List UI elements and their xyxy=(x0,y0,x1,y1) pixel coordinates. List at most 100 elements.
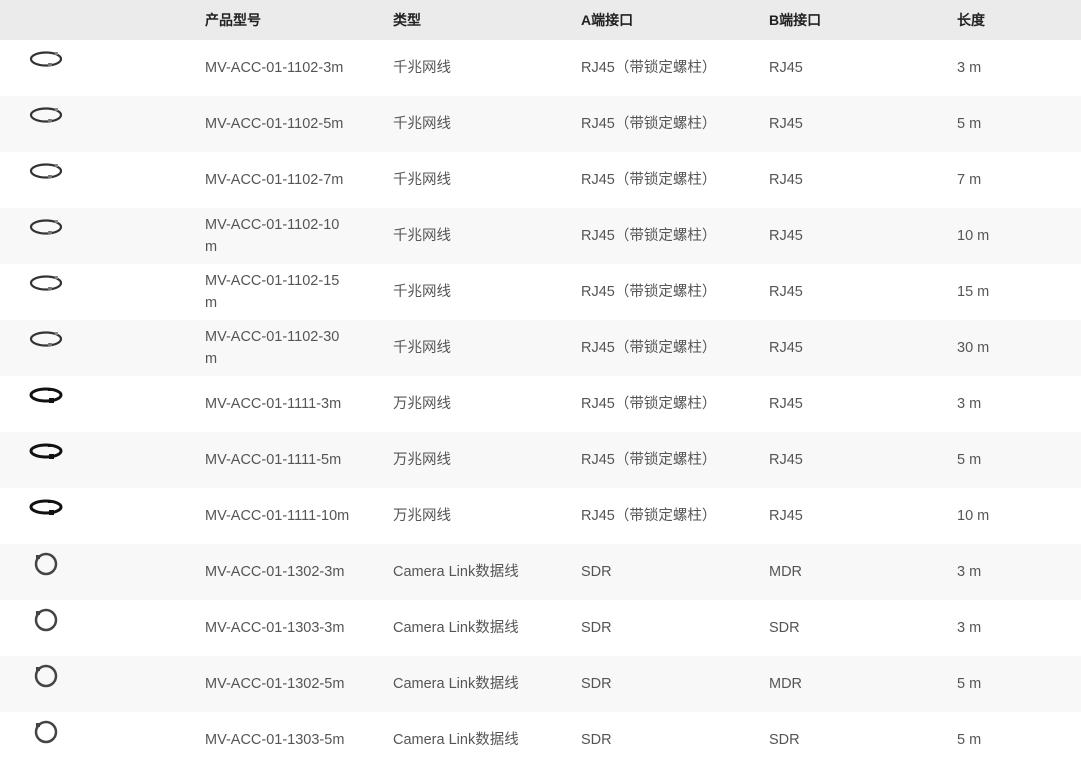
b-port-cell: RJ45 xyxy=(769,432,957,488)
type-cell: Camera Link数据线 xyxy=(393,732,519,748)
type-cell: 千兆网线 xyxy=(393,60,451,76)
length-cell: 7 m xyxy=(957,172,982,188)
length-cell: 5 m xyxy=(957,432,1081,488)
header-image xyxy=(0,0,205,40)
table-row: MV-ACC-01-1302-3m Camera Link数据线 SDR MDR 3 m xyxy=(0,544,1081,600)
model-cell: MV-ACC-01-1302-5m xyxy=(205,656,393,712)
model-text: MV-ACC-01-1302-3m xyxy=(205,564,345,580)
model-cell: MV-ACC-01-1303-3m xyxy=(205,600,393,656)
table-row: MV-ACC-01-1111-3m 万兆网线 RJ45（带锁定螺柱） RJ45 3 m xyxy=(0,376,1081,432)
model-cell: MV-ACC-01-1102-3m xyxy=(205,40,393,96)
product-image-cell xyxy=(0,600,205,656)
b-port-cell: RJ45 xyxy=(769,96,957,152)
length-cell: 15 m xyxy=(957,284,990,300)
header-model: 产品型号 xyxy=(205,0,393,40)
a-port-cell: RJ45（带锁定螺柱） xyxy=(581,432,769,488)
b-port-cell: RJ45 xyxy=(769,396,803,412)
b-port-cell: SDR xyxy=(769,732,800,748)
table-row: MV-ACC-01-1111-10m 万兆网线 RJ45（带锁定螺柱） RJ45 10 … xyxy=(0,488,1081,544)
length-cell: 5 m xyxy=(957,732,982,748)
model-cell: MV-ACC-01-1102-30m xyxy=(205,320,393,376)
product-image-cell xyxy=(0,376,205,432)
a-port-cell: RJ45（带锁定螺柱） xyxy=(581,96,769,152)
product-image-cell xyxy=(0,488,205,544)
length-cell: 3 m xyxy=(957,620,982,636)
a-port-cell: SDR xyxy=(581,732,612,748)
length-cell: 3 m xyxy=(957,60,982,76)
10g-ethernet-cable-icon xyxy=(28,385,205,414)
table-row: MV-ACC-01-1102-7m 千兆网线 RJ45（带锁定螺柱） RJ45 7 m xyxy=(0,152,1081,208)
table-row: MV-ACC-01-1303-3m Camera Link数据线 SDR SDR 3 m xyxy=(0,600,1081,656)
a-port-cell: RJ45（带锁定螺柱） xyxy=(581,172,717,188)
type-cell: 千兆网线 xyxy=(393,284,451,300)
b-port-cell: MDR xyxy=(769,656,957,712)
camera-link-cable-icon xyxy=(28,719,205,752)
product-image-cell xyxy=(0,432,205,488)
header-row: 产品型号 类型 A端接口 B端接口 长度 xyxy=(0,0,1081,40)
camera-link-cable-icon xyxy=(28,663,205,696)
type-cell: 万兆网线 xyxy=(393,432,581,488)
a-port-cell: RJ45（带锁定螺柱） xyxy=(581,208,769,264)
model-text: MV-ACC-01-1111-5m xyxy=(205,452,342,468)
b-port-cell: RJ45 xyxy=(769,508,803,524)
model-cell: MV-ACC-01-1102-5m xyxy=(205,96,393,152)
type-cell: 千兆网线 xyxy=(393,172,451,188)
a-port-cell: RJ45（带锁定螺柱） xyxy=(581,60,717,76)
ethernet-cable-icon xyxy=(28,49,205,78)
10g-ethernet-cable-icon xyxy=(28,441,205,470)
model-text: MV-ACC-01-1111-10m xyxy=(205,508,350,524)
length-cell: 3 m xyxy=(957,544,1081,600)
table-row: MV-ACC-01-1111-5m 万兆网线 RJ45（带锁定螺柱） RJ45 5 m xyxy=(0,432,1081,488)
a-port-cell: RJ45（带锁定螺柱） xyxy=(581,508,717,524)
table-row: MV-ACC-01-1303-5m Camera Link数据线 SDR SDR 5 m xyxy=(0,712,1081,768)
table-row: MV-ACC-01-1102-15m 千兆网线 RJ45（带锁定螺柱） RJ45 15 … xyxy=(0,264,1081,320)
b-port-cell: RJ45 xyxy=(769,208,957,264)
product-image-cell xyxy=(0,40,205,96)
header-length: 长度 xyxy=(957,0,1081,40)
ethernet-cable-icon xyxy=(28,105,205,134)
ethernet-cable-icon xyxy=(28,329,205,358)
length-cell: 5 m xyxy=(957,96,1081,152)
model-text: MV-ACC-01-1102-30m xyxy=(205,329,340,367)
header-a-port: A端接口 xyxy=(581,0,769,40)
camera-link-cable-icon xyxy=(28,607,205,640)
model-cell: MV-ACC-01-1111-5m xyxy=(205,432,393,488)
type-cell: 万兆网线 xyxy=(393,508,451,524)
type-cell: Camera Link数据线 xyxy=(393,620,519,636)
model-text: MV-ACC-01-1102-5m xyxy=(205,116,344,132)
b-port-cell: RJ45 xyxy=(769,172,803,188)
a-port-cell: RJ45（带锁定螺柱） xyxy=(581,396,717,412)
model-text: MV-ACC-01-1302-5m xyxy=(205,676,345,692)
model-cell: MV-ACC-01-1111-10m xyxy=(205,488,393,544)
table-row: MV-ACC-01-1102-30m 千兆网线 RJ45（带锁定螺柱） RJ45 30 … xyxy=(0,320,1081,376)
10g-ethernet-cable-icon xyxy=(28,497,205,526)
b-port-cell: MDR xyxy=(769,544,957,600)
model-cell: MV-ACC-01-1303-5m xyxy=(205,712,393,768)
model-cell: MV-ACC-01-1102-15m xyxy=(205,264,393,320)
header-type: 类型 xyxy=(393,0,581,40)
product-image-cell xyxy=(0,96,205,152)
product-image-cell xyxy=(0,712,205,768)
model-text: MV-ACC-01-1102-15m xyxy=(205,273,340,311)
type-cell: 千兆网线 xyxy=(393,96,581,152)
model-text: MV-ACC-01-1102-7m xyxy=(205,172,344,188)
length-cell: 3 m xyxy=(957,396,982,412)
length-cell: 5 m xyxy=(957,656,1081,712)
header-b-port: B端接口 xyxy=(769,0,957,40)
table-row: MV-ACC-01-1302-5m Camera Link数据线 SDR MDR 5 m xyxy=(0,656,1081,712)
model-text: MV-ACC-01-1102-3m xyxy=(205,60,344,76)
b-port-cell: RJ45 xyxy=(769,60,803,76)
model-cell: MV-ACC-01-1111-3m xyxy=(205,376,393,432)
camera-link-cable-icon xyxy=(28,551,205,584)
type-cell: 千兆网线 xyxy=(393,320,581,376)
type-cell: Camera Link数据线 xyxy=(393,544,581,600)
table-row: MV-ACC-01-1102-5m 千兆网线 RJ45（带锁定螺柱） RJ45 5 m xyxy=(0,96,1081,152)
model-text: MV-ACC-01-1102-10m xyxy=(205,217,340,255)
b-port-cell: SDR xyxy=(769,620,800,636)
ethernet-cable-icon xyxy=(28,217,205,246)
type-cell: 万兆网线 xyxy=(393,396,451,412)
a-port-cell: RJ45（带锁定螺柱） xyxy=(581,320,769,376)
a-port-cell: SDR xyxy=(581,544,769,600)
a-port-cell: RJ45（带锁定螺柱） xyxy=(581,284,717,300)
